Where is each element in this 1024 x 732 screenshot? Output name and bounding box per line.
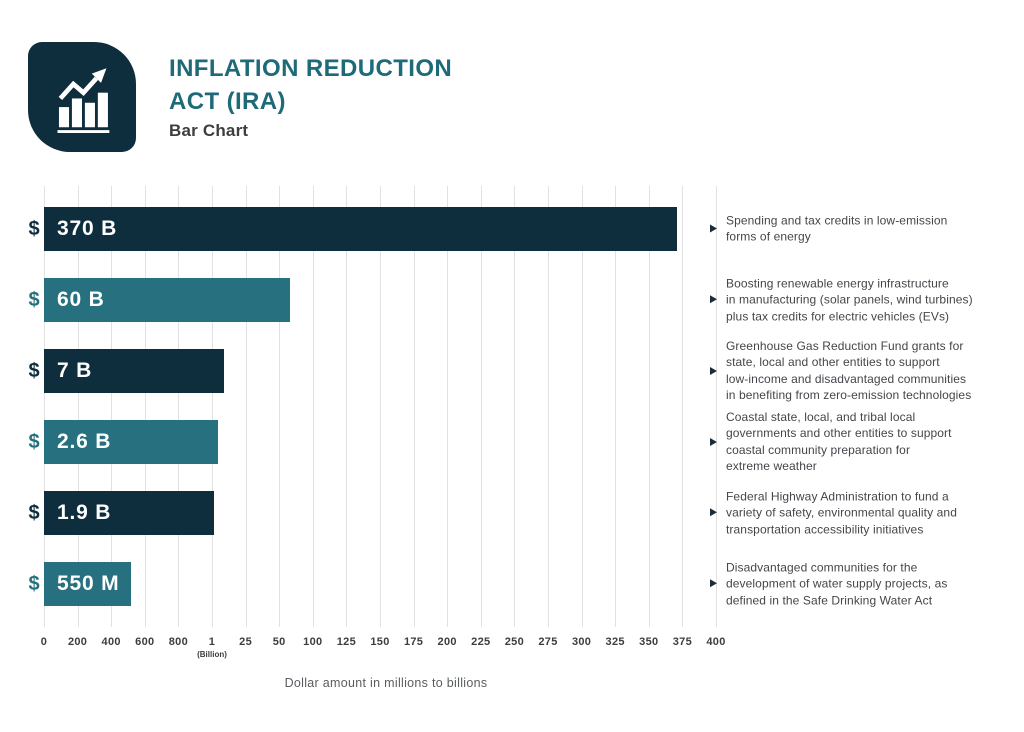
bar-1.9b: 1.9 B — [44, 490, 215, 535]
bar-description: Spending and tax credits in low-emission… — [710, 212, 1010, 245]
gridline — [447, 186, 449, 627]
bar-value-label: 1.9 B — [57, 500, 112, 524]
triangle-bullet-icon — [710, 508, 717, 517]
x-axis-tick: 275 — [538, 636, 558, 648]
gridline — [312, 186, 314, 627]
bar-description-text: Boosting renewable energy infrastructure… — [726, 275, 973, 323]
x-axis-tick: 100 — [303, 636, 323, 648]
bar-description-text: Disadvantaged communities for the develo… — [726, 559, 948, 607]
bar-description: Federal Highway Administration to fund a… — [710, 488, 1010, 538]
x-axis-tick: 150 — [370, 636, 390, 648]
x-axis-tick: 350 — [639, 636, 659, 648]
triangle-bullet-icon — [710, 579, 717, 588]
bar-value-label: 60 B — [57, 287, 105, 311]
bar-value-label: 7 B — [57, 358, 93, 382]
gridline — [77, 186, 79, 627]
x-axis-tick: 400 — [101, 636, 121, 648]
bar-description: Boosting renewable energy infrastructure… — [710, 275, 1010, 325]
x-axis-tick: 50 — [272, 636, 286, 648]
x-axis-tick: 800 — [168, 636, 189, 648]
bar-value-label: 550 M — [57, 571, 120, 595]
bar-value-label: 2.6 B — [57, 429, 112, 453]
gridline — [380, 186, 381, 627]
gridline — [212, 186, 213, 627]
x-axis-tick: 125 — [336, 636, 357, 648]
x-axis-tick: 600 — [135, 636, 155, 648]
x-axis-tick: 25 — [239, 636, 253, 648]
bar-description-text: Greenhouse Gas Reduction Fund grants for… — [726, 338, 972, 403]
gridline — [413, 186, 415, 627]
bar-2.6b: 2.6 B — [44, 419, 219, 464]
triangle-bullet-icon — [710, 437, 717, 446]
gridline — [514, 186, 516, 627]
bar-description-text: Spending and tax credits in low-emission… — [726, 213, 948, 244]
gridline — [615, 186, 617, 627]
x-axis-tick: 1 — [208, 636, 216, 648]
gridline — [44, 186, 45, 627]
gridline — [279, 186, 281, 627]
x-axis-tick: 250 — [504, 636, 525, 648]
x-axis-tick: 325 — [605, 636, 625, 648]
bar-chart-trend-icon — [57, 68, 110, 133]
dollar-sign: $ — [28, 430, 40, 453]
dollar-sign: $ — [28, 572, 40, 595]
x-axis-tick: 400 — [706, 636, 726, 648]
bar-description-text: Federal Highway Administration to fund a… — [726, 488, 957, 536]
gridline — [245, 186, 247, 627]
gridline — [144, 186, 146, 627]
x-axis-caption: Dollar amount in millions to billions — [284, 676, 488, 690]
gridline — [581, 186, 583, 627]
dollar-sign: $ — [28, 288, 40, 311]
gridline — [480, 186, 482, 627]
bar-description-text: Coastal state, local, and tribal local g… — [726, 409, 952, 474]
gridline — [716, 186, 717, 627]
bar-370b: 370 B — [44, 206, 678, 251]
gridline — [111, 186, 113, 627]
triangle-bullet-icon — [710, 295, 717, 304]
dollar-sign: $ — [28, 217, 40, 240]
bar-550m: 550 M — [44, 561, 131, 606]
dollar-sign: $ — [28, 359, 40, 382]
triangle-bullet-icon — [710, 224, 717, 233]
gridline — [682, 186, 684, 627]
bar-60b: 60 B — [44, 277, 290, 322]
bar-value-label: 370 B — [57, 216, 118, 240]
gridline — [648, 186, 650, 627]
bar-description: Coastal state, local, and tribal local g… — [710, 409, 1010, 475]
x-axis-tick: 375 — [672, 636, 693, 648]
page-subtitle: Bar Chart — [169, 121, 249, 140]
dollar-sign: $ — [28, 501, 40, 524]
page-title: INFLATION REDUCTION ACT (IRA) — [169, 55, 453, 115]
bar-7b: 7 B — [44, 348, 225, 393]
bar-description: Greenhouse Gas Reduction Fund grants for… — [710, 338, 1010, 404]
x-axis-tick: 200 — [67, 636, 88, 648]
x-axis-tick: 0 — [40, 636, 48, 648]
bar-description: Disadvantaged communities for the develo… — [710, 559, 1010, 609]
x-axis-tick: 175 — [403, 636, 424, 648]
gridline — [548, 186, 549, 627]
gridline — [178, 186, 180, 627]
triangle-bullet-icon — [710, 366, 717, 375]
gridline — [346, 186, 348, 627]
x-axis-tick: 200 — [437, 636, 457, 648]
x-axis-tick: 300 — [571, 636, 592, 648]
x-axis-tick: 225 — [471, 636, 491, 648]
logo — [28, 42, 136, 152]
x-axis-tick-sublabel: (Billion) — [197, 650, 227, 659]
